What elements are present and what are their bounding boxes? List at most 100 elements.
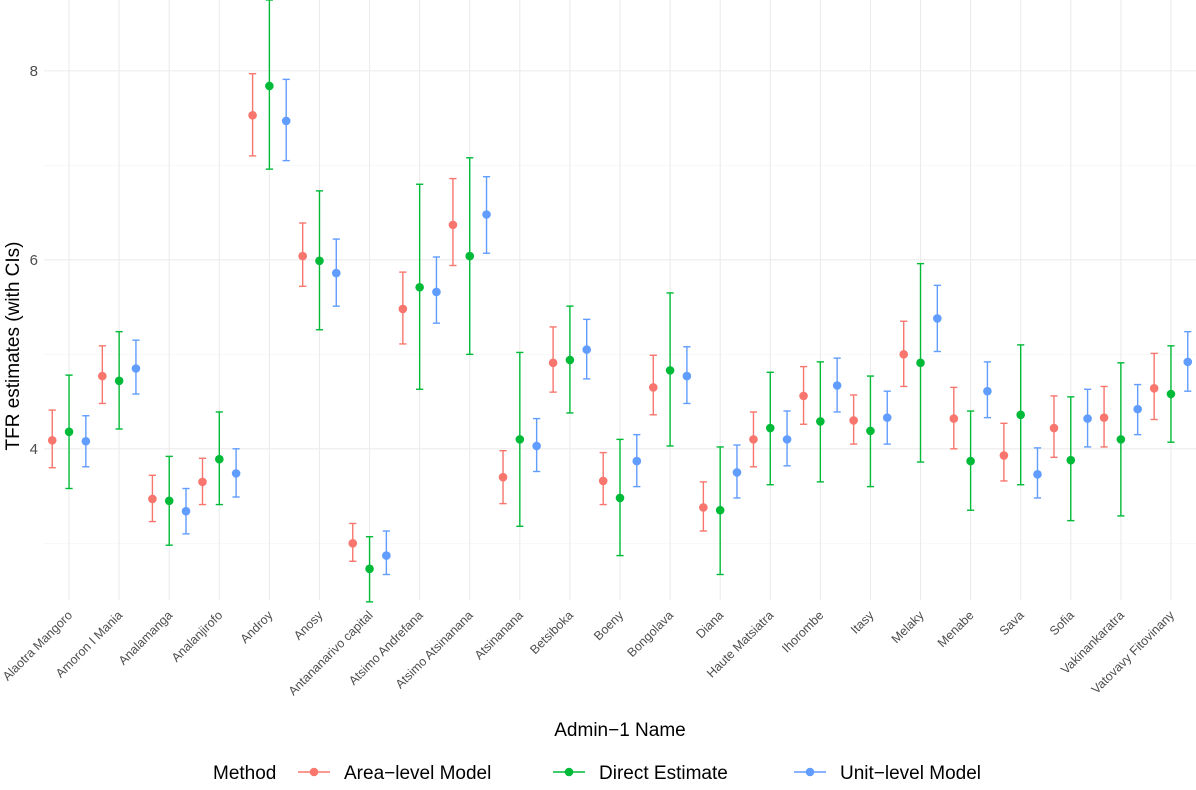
data-point xyxy=(782,435,792,444)
data-point xyxy=(1116,435,1126,444)
x-tick-label: Sava xyxy=(997,608,1027,638)
data-point xyxy=(365,564,374,574)
legend-key-point xyxy=(309,767,319,777)
x-tick-label: Boeny xyxy=(591,608,626,643)
data-point xyxy=(899,350,909,359)
data-point xyxy=(565,355,575,365)
data-point xyxy=(548,358,558,368)
x-tick-label: Melaky xyxy=(889,608,927,646)
data-point xyxy=(64,427,74,437)
data-point xyxy=(515,435,525,444)
data-point xyxy=(114,376,124,386)
data-point xyxy=(732,468,742,477)
data-point xyxy=(482,210,491,219)
x-tick-label: Anosy xyxy=(291,608,326,643)
legend-key-point xyxy=(805,767,815,777)
data-point xyxy=(749,435,758,444)
data-point xyxy=(1149,384,1159,393)
data-point xyxy=(164,496,174,506)
x-axis-title: Admin−1 Name xyxy=(554,720,685,741)
x-tick-label: Atsinanana xyxy=(472,608,526,662)
data-point xyxy=(348,539,358,548)
data-point xyxy=(715,505,725,515)
x-tick-label: Vatovavy Fitovinany xyxy=(1089,608,1178,697)
data-point xyxy=(382,551,391,560)
data-point xyxy=(1016,410,1025,420)
data-point xyxy=(331,268,341,278)
series-unit-level-model xyxy=(81,78,1193,576)
data-point xyxy=(1166,389,1176,399)
data-point xyxy=(231,469,241,478)
x-tick-label: Antananarivo capital xyxy=(286,608,376,698)
data-marks xyxy=(47,0,1193,603)
data-point xyxy=(699,503,708,512)
data-point xyxy=(281,116,291,126)
data-point xyxy=(448,220,458,230)
x-tick-label: Bongolava xyxy=(625,608,677,660)
data-point xyxy=(632,456,642,466)
data-point xyxy=(1049,423,1059,433)
legend-label: Direct Estimate xyxy=(599,763,728,784)
data-point xyxy=(1033,470,1042,479)
data-point xyxy=(131,364,141,373)
data-point xyxy=(999,451,1009,460)
data-point xyxy=(598,476,608,486)
y-axis-ticks: 4 6 8 xyxy=(30,63,38,458)
data-point xyxy=(198,477,207,487)
data-point xyxy=(665,366,675,375)
x-tick-label: Ihorombe xyxy=(779,608,826,655)
x-tick-label: Androy xyxy=(238,608,276,646)
data-point xyxy=(648,383,658,392)
data-point xyxy=(265,81,274,91)
y-tick-label: 6 xyxy=(30,252,38,269)
data-point xyxy=(849,416,858,425)
series-direct-estimate xyxy=(64,0,1176,603)
data-point xyxy=(582,345,592,354)
legend: Method Area−level Model Direct Estimate Un… xyxy=(213,763,981,784)
data-point xyxy=(148,494,157,504)
data-point xyxy=(949,414,959,423)
legend-label: Unit−level Model xyxy=(840,763,981,784)
data-point xyxy=(47,436,57,445)
series-area-level-model xyxy=(47,73,1159,562)
data-point xyxy=(465,251,475,261)
data-point xyxy=(215,454,224,464)
y-tick-label: 4 xyxy=(30,441,38,458)
data-point xyxy=(832,381,842,390)
data-point xyxy=(983,386,992,396)
x-tick-label: Diana xyxy=(693,608,726,641)
y-axis-title: TFR estimates (with CIs) xyxy=(3,241,24,450)
data-point xyxy=(966,456,975,466)
data-point xyxy=(432,287,441,297)
x-tick-label: Analamanga xyxy=(116,608,176,668)
data-point xyxy=(98,371,107,381)
x-tick-label: Betsiboka xyxy=(527,608,576,657)
legend-key-point xyxy=(564,767,574,777)
data-point xyxy=(81,436,91,446)
data-point xyxy=(415,282,424,292)
data-point xyxy=(181,506,191,516)
data-point xyxy=(1183,357,1193,367)
data-point xyxy=(799,391,808,401)
y-tick-label: 8 xyxy=(30,63,38,80)
data-point xyxy=(1066,455,1076,465)
x-tick-label: Analanjirofo xyxy=(169,608,226,665)
data-point xyxy=(933,314,942,323)
data-point xyxy=(615,493,625,503)
x-tick-label: Menabe xyxy=(935,608,977,650)
data-point xyxy=(498,472,508,482)
data-point xyxy=(882,413,892,422)
data-point xyxy=(765,423,775,433)
data-point xyxy=(1133,404,1142,414)
data-point xyxy=(1083,414,1092,423)
x-tick-label: Itasy xyxy=(848,608,877,637)
data-point xyxy=(682,371,692,381)
data-point xyxy=(248,110,257,120)
data-point xyxy=(916,358,925,368)
data-point xyxy=(398,304,408,314)
data-point xyxy=(866,426,875,436)
data-point xyxy=(315,256,324,266)
x-tick-label: Sofia xyxy=(1047,608,1077,638)
data-point xyxy=(816,417,825,426)
